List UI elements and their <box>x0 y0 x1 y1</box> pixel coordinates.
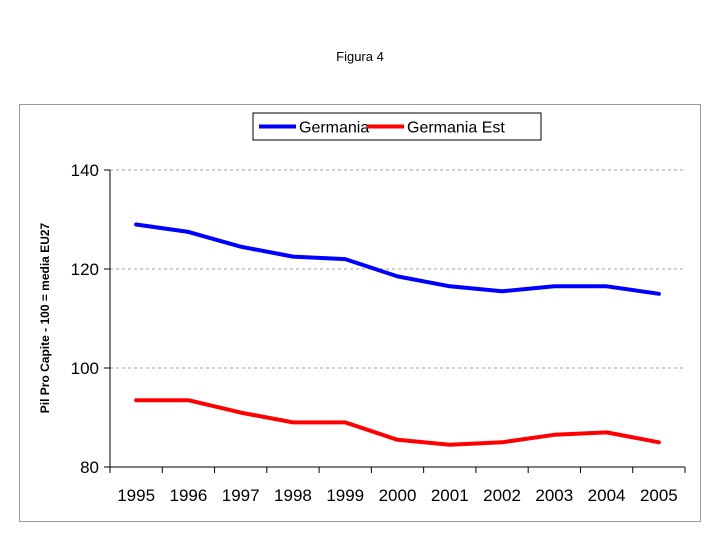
x-tick-label-2003: 2003 <box>535 486 573 505</box>
chart-frame <box>19 104 701 522</box>
x-tick-label-2002: 2002 <box>483 486 521 505</box>
legend-label-germania-est: Germania Est <box>407 120 505 137</box>
legend: Germania Germania Est <box>252 112 542 141</box>
y-tick-label-80: 80 <box>80 458 99 477</box>
series-group <box>134 222 661 447</box>
legend-box <box>252 112 542 141</box>
legend-label-germania: Germania <box>299 120 369 137</box>
x-tick-label-1997: 1997 <box>222 486 260 505</box>
y-tick-label-100: 100 <box>71 359 99 378</box>
y-axis-label: Pil Pro Capite - 100 = media EU27 <box>38 222 52 413</box>
x-tick-label-1996: 1996 <box>169 486 207 505</box>
gridlines <box>110 169 685 369</box>
axes: 80 100 120 140 1995 1996 1997 1998 1999 2000 2001 2… <box>71 161 686 505</box>
x-tick-label-1998: 1998 <box>274 486 312 505</box>
x-tick-label-2000: 2000 <box>379 486 417 505</box>
x-tick-label-2004: 2004 <box>588 486 626 505</box>
x-tick-label-2005: 2005 <box>640 486 678 505</box>
figure-title: Figura 4 <box>336 49 384 64</box>
y-tick-label-120: 120 <box>71 260 99 279</box>
x-tick-label-1995: 1995 <box>117 486 155 505</box>
series-line-germania-est <box>134 398 661 447</box>
x-tick-label-2001: 2001 <box>431 486 469 505</box>
y-tick-label-140: 140 <box>71 161 99 180</box>
x-tick-label-1999: 1999 <box>326 486 364 505</box>
series-line-germania <box>134 222 661 296</box>
